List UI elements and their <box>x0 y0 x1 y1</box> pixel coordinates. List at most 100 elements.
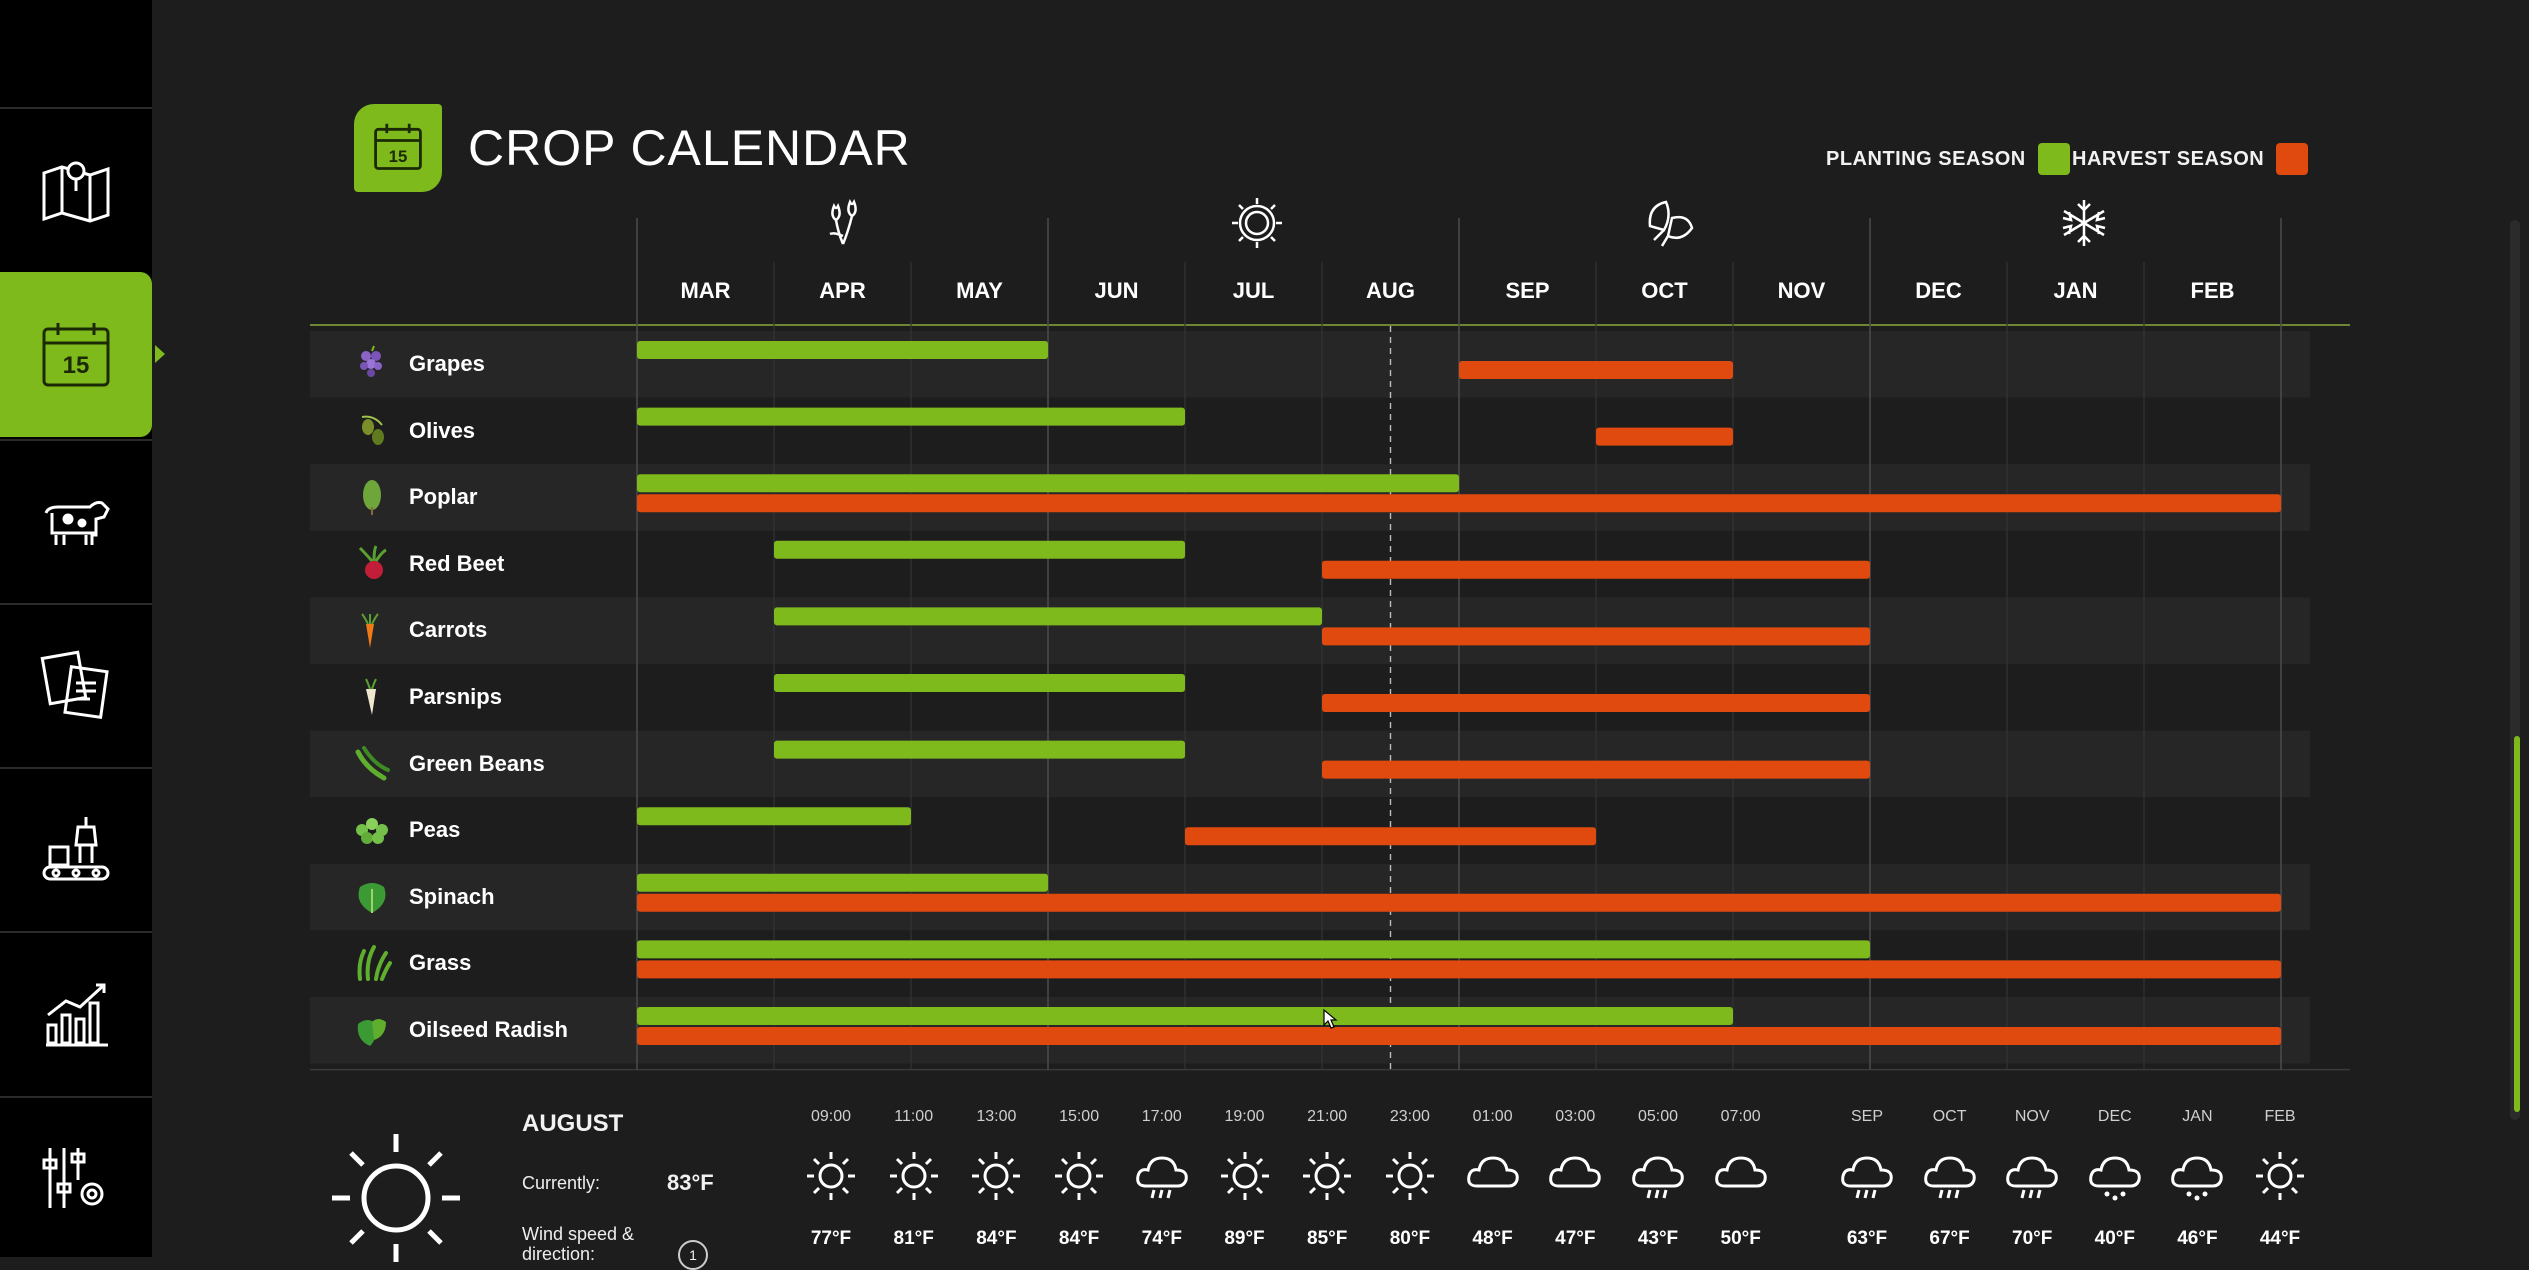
forecast-time: 05:00 <box>1637 1108 1679 1125</box>
planting-bar <box>637 341 1048 359</box>
scrollbar-thumb[interactable] <box>2514 736 2520 1112</box>
production-icon <box>42 817 110 881</box>
planting-bar <box>774 740 1185 759</box>
forecast-time: FEB <box>2264 1108 2296 1125</box>
harvest-bar <box>637 960 2281 979</box>
forecast-time: 21:00 <box>1307 1108 1348 1125</box>
harvest-bar <box>1185 827 1596 846</box>
poplar-icon <box>363 480 381 516</box>
crop-label: Green Beans <box>409 750 545 776</box>
forecast-temperature: 70°F <box>2012 1228 2053 1249</box>
sidebar-item-contracts[interactable] <box>0 603 152 765</box>
harvest-bar <box>1322 694 1870 712</box>
sun-icon <box>1055 1152 1104 1200</box>
crop-label: Red Beet <box>409 550 505 576</box>
crop-label: Carrots <box>409 617 488 643</box>
crop-label: Parsnips <box>409 684 502 709</box>
crop-label: Poplar <box>409 484 478 510</box>
forecast-time: 03:00 <box>1555 1108 1596 1125</box>
forecast-temperature: 67°F <box>1929 1228 1970 1249</box>
sidebar-item-settings[interactable] <box>0 1096 152 1258</box>
month-label: OCT <box>1641 278 1688 303</box>
weather-currently-value: 83°F <box>667 1170 714 1195</box>
planting-bar <box>637 474 1459 493</box>
forecast-temperature: 50°F <box>1720 1228 1761 1249</box>
month-label: NOV <box>1777 278 1826 303</box>
sun-icon <box>2256 1152 2304 1200</box>
forecast-temperature: 48°F <box>1472 1228 1513 1249</box>
spinach-icon <box>358 882 386 913</box>
legend-harvest: HARVEST SEASON <box>2072 142 2309 176</box>
cloud-icon <box>1466 1156 1519 1188</box>
month-label: MAR <box>680 278 731 303</box>
wind-direction-indicator: 1 <box>678 1240 708 1270</box>
planting-bar <box>637 873 1048 892</box>
statistics-icon <box>46 983 108 1047</box>
forecast-time: DEC <box>2097 1108 2132 1125</box>
map-icon <box>42 161 110 223</box>
month-label: APR <box>819 278 866 303</box>
sidebar-item-production[interactable] <box>0 767 152 929</box>
crop-label: Olives <box>409 417 476 443</box>
autumn-leaves-icon <box>1648 200 1694 247</box>
legend-planting: PLANTING SEASON <box>1826 142 2070 176</box>
grass-icon <box>357 945 392 982</box>
month-label: JUL <box>1232 278 1275 303</box>
month-label: JAN <box>2053 278 2098 303</box>
harvest-bar <box>1459 361 1733 379</box>
harvest-bar <box>637 893 2281 912</box>
month-label: AUG <box>1366 278 1415 303</box>
livestock-icon <box>44 501 110 545</box>
forecast-time: 07:00 <box>1720 1108 1761 1125</box>
scrollbar-track[interactable] <box>2510 220 2520 1120</box>
green-beans-icon <box>355 745 390 781</box>
carrot-icon <box>361 613 379 649</box>
forecast-time: 01:00 <box>1472 1108 1513 1125</box>
forecast-time: 15:00 <box>1059 1108 1100 1125</box>
grapes-icon <box>360 345 382 377</box>
spring-flower-icon <box>829 198 857 245</box>
planting-bar <box>637 407 1185 426</box>
legend-harvest-label: HARVEST SEASON <box>2072 147 2265 170</box>
sun-icon <box>1385 1152 1434 1200</box>
forecast-temperature: 84°F <box>976 1228 1017 1249</box>
forecast-time: SEP <box>1850 1108 1883 1125</box>
forecast-time: JAN <box>2182 1108 2213 1125</box>
harvest-bar <box>637 494 2281 513</box>
forecast-temperature: 89°F <box>1224 1228 1265 1249</box>
sidebar-item-statistics[interactable] <box>0 931 152 1093</box>
svg-text:15: 15 <box>63 352 90 379</box>
sidebar-item-calendar[interactable]: 15 <box>0 272 152 437</box>
planting-bar <box>774 607 1322 626</box>
sun-icon <box>1303 1152 1352 1200</box>
forecast-temperature: 84°F <box>1058 1228 1100 1249</box>
oilseed-radish-icon <box>357 1019 386 1046</box>
month-label: JUN <box>1094 278 1139 303</box>
forecast-time: 11:00 <box>894 1108 934 1125</box>
forecast-time: 13:00 <box>976 1108 1017 1125</box>
row-stripe <box>310 331 2310 398</box>
planting-bar <box>637 940 1870 959</box>
winter-snowflake-icon <box>2062 200 2106 246</box>
summer-sun-icon <box>1232 198 1282 248</box>
crop-label: Grapes <box>409 351 485 376</box>
harvest-bar <box>1596 427 1733 446</box>
title-calendar-icon: 15 <box>354 104 442 192</box>
settings-icon <box>42 1148 104 1208</box>
forecast-temperature: 80°F <box>1389 1228 1431 1249</box>
sun-icon <box>972 1152 1021 1200</box>
sidebar-item-animals[interactable] <box>0 439 152 601</box>
forecast-time: 23:00 <box>1389 1108 1430 1125</box>
month-label: MAY <box>956 278 1003 303</box>
sidebar-item-map[interactable] <box>0 107 152 269</box>
legend-planting-swatch <box>2037 143 2070 175</box>
svg-text:15: 15 <box>389 147 408 166</box>
rain-cloud-icon <box>1135 1156 1188 1199</box>
sidebar: 15 <box>0 0 152 1257</box>
rain-cloud-icon <box>1923 1156 1976 1199</box>
rain-cloud-icon <box>1841 1156 1893 1199</box>
parsnip-icon <box>365 678 377 715</box>
page-title: CROP CALENDAR <box>468 120 911 176</box>
forecast-temperature: 47°F <box>1555 1228 1596 1249</box>
